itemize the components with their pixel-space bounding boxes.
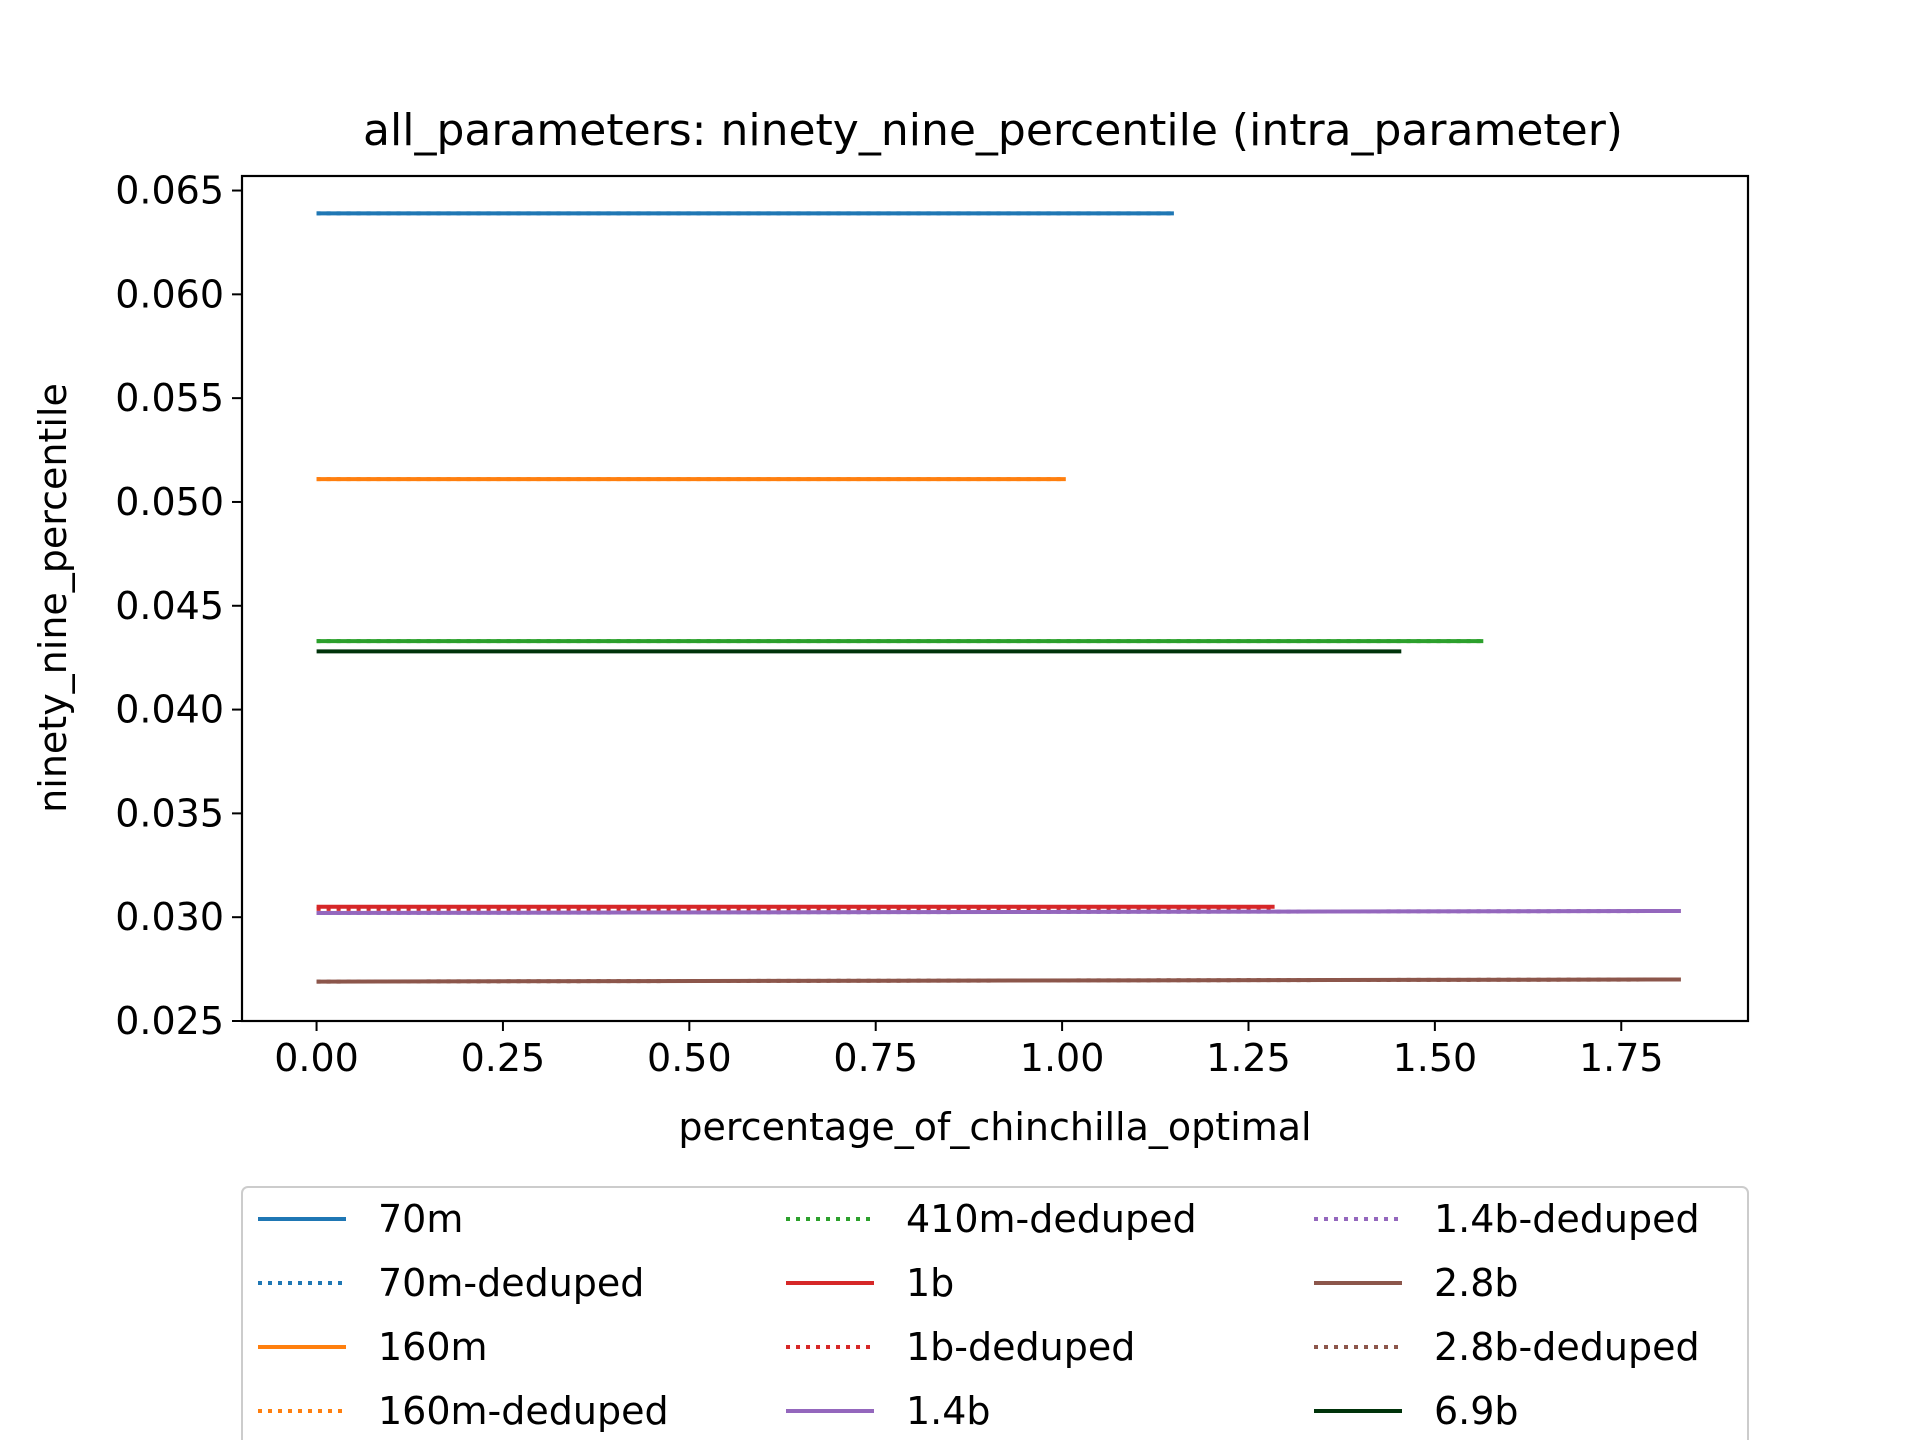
x-tick-label: 1.75 bbox=[1579, 1036, 1664, 1080]
series-line-2p8b-deduped bbox=[316, 977, 1681, 984]
legend-label-1p4b-deduped: 1.4b-deduped bbox=[1434, 1197, 1700, 1241]
y-tick-label: 0.040 bbox=[115, 688, 224, 732]
legend-label-410m-deduped: 410m-deduped bbox=[906, 1197, 1197, 1241]
y-tick-label: 0.050 bbox=[115, 480, 224, 524]
y-tick-label: 0.055 bbox=[115, 376, 224, 420]
legend: 70m 70m-deduped 160m 160m-deduped 410m-dedup… bbox=[241, 1186, 1749, 1440]
series-layer bbox=[316, 211, 1681, 984]
x-tick-label: 0.25 bbox=[461, 1036, 546, 1080]
x-tick-label: 1.25 bbox=[1206, 1036, 1291, 1080]
y-tick-label: 0.035 bbox=[115, 791, 224, 835]
y-tick-label: 0.030 bbox=[115, 895, 224, 939]
y-tick-label: 0.045 bbox=[115, 584, 224, 628]
x-tick-label: 0.50 bbox=[647, 1036, 732, 1080]
y-tick-label: 0.065 bbox=[115, 169, 224, 213]
plot-frame bbox=[240, 174, 1750, 1023]
chart-title: all_parameters: ninety_nine_percentile (… bbox=[363, 105, 1623, 156]
legend-label-70m-deduped: 70m-deduped bbox=[378, 1261, 644, 1305]
legend-label-160m-deduped: 160m-deduped bbox=[378, 1389, 669, 1433]
y-axis: 0.025 0.030 0.035 0.040 0.045 0.050 0.055 0.060… bbox=[115, 169, 242, 1043]
legend-label-6p9b: 6.9b bbox=[1434, 1389, 1519, 1433]
y-axis-label: ninety_nine_percentile bbox=[31, 383, 75, 813]
legend-label-1b-deduped: 1b-deduped bbox=[906, 1325, 1135, 1369]
legend-label-1b: 1b bbox=[906, 1261, 954, 1305]
legend-frame bbox=[241, 1186, 1749, 1440]
legend-label-2p8b-deduped: 2.8b-deduped bbox=[1434, 1325, 1700, 1369]
legend-label-70m: 70m bbox=[378, 1197, 463, 1241]
series-line-1p4b-deduped bbox=[316, 909, 1681, 915]
x-tick-label: 1.50 bbox=[1393, 1036, 1478, 1080]
x-axis-label: percentage_of_chinchilla_optimal bbox=[678, 1105, 1311, 1149]
legend-label-2p8b: 2.8b bbox=[1434, 1261, 1519, 1305]
x-axis: 0.00 0.25 0.50 0.75 1.00 1.25 1.50 1.75 bbox=[274, 1021, 1664, 1080]
y-tick-label: 0.060 bbox=[115, 272, 224, 316]
x-tick-label: 0.75 bbox=[833, 1036, 918, 1080]
legend-label-1p4b: 1.4b bbox=[906, 1389, 991, 1433]
x-tick-label: 0.00 bbox=[274, 1036, 359, 1080]
x-tick-label: 1.00 bbox=[1020, 1036, 1105, 1080]
legend-label-160m: 160m bbox=[378, 1325, 488, 1369]
y-tick-label: 0.025 bbox=[115, 999, 224, 1043]
